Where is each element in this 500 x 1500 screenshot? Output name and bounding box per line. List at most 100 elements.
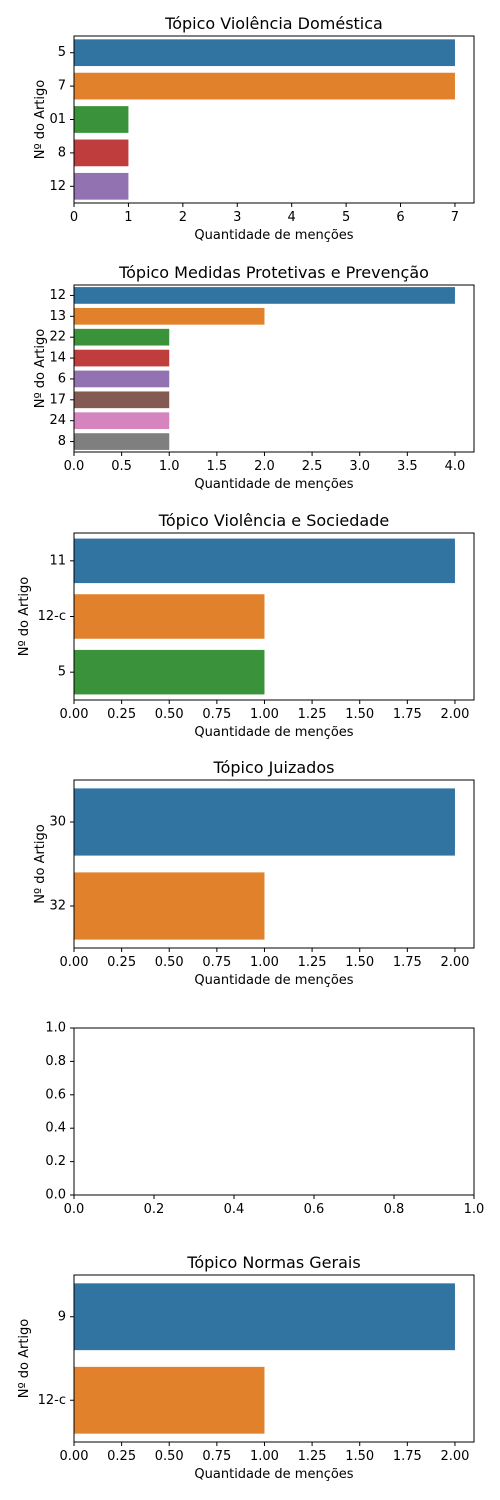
x-tick-label: 0.00 (60, 1449, 89, 1464)
bar (74, 594, 265, 639)
plot-frame (73, 284, 475, 453)
x-tick-label: 0.0 (64, 459, 85, 474)
bar (74, 139, 129, 167)
chart-panel: 0.0 0.2 0.4 0.6 0.8 1.0 0.0 0.2 0.4 0.6 0.8 1.0 (45, 1021, 484, 1218)
x-tick-label: 0.00 (60, 955, 89, 970)
y-tick-label: 12-c (38, 609, 66, 624)
bar (74, 433, 170, 450)
y-tick-label: 24 (49, 413, 66, 428)
chart-title: Tópico Normas Gerais (186, 1253, 360, 1272)
x-tick-label: 1 (124, 210, 132, 225)
x-tick-label: 2.5 (302, 459, 323, 474)
x-tick-label: 0.8 (384, 1202, 405, 1217)
bar (74, 349, 170, 367)
x-tick-label: 0.50 (155, 955, 184, 970)
x-tick-label: 0.50 (155, 707, 184, 722)
x-tick-label: 0.75 (202, 1449, 231, 1464)
plot-frame (73, 779, 475, 949)
y-axis-label: Nº do Artigo (33, 329, 48, 409)
x-tick-label: 0.5 (111, 459, 132, 474)
y-axis-label: Nº do Artigo (33, 824, 48, 904)
x-tick-label: 2.00 (440, 1449, 469, 1464)
y-tick-label: 14 (49, 351, 66, 366)
x-tick-label: 1.0 (464, 1202, 485, 1217)
chart-panel: 9 12-c 0.00 0.25 0.50 0.75 1.00 1.25 1.50 1.75 2.0… (17, 1253, 475, 1482)
chart-title: Tópico Violência Doméstica (164, 14, 383, 33)
chart-title: Tópico Juizados (213, 758, 335, 777)
bar (74, 1366, 265, 1434)
y-tick-label: 0.6 (45, 1087, 66, 1102)
x-tick-label: 1.75 (393, 707, 422, 722)
plot-frame (73, 532, 475, 701)
y-tick-label: 6 (58, 371, 66, 386)
bar (74, 538, 455, 584)
bar (74, 72, 455, 100)
chart-panel: 12 13 22 14 6 17 24 8 0.0 0.5 1.0 1.5 2.0 2.5 3.0 3.5 4.… (33, 263, 475, 492)
y-tick-label: 0.0 (45, 1188, 66, 1203)
x-tick-label: 0.25 (107, 707, 136, 722)
y-tick-label: 9 (58, 1309, 66, 1324)
y-tick-label: 12-c (38, 1393, 66, 1408)
x-tick-label: 1.50 (345, 955, 374, 970)
bar (74, 412, 170, 430)
x-tick-label: 1.75 (393, 955, 422, 970)
y-axis-label: Nº do Artigo (33, 80, 48, 160)
x-tick-label: 1.00 (250, 707, 279, 722)
x-tick-label: 0.4 (224, 1202, 245, 1217)
chart-title: Tópico Violência e Sociedade (158, 511, 389, 530)
x-tick-label: 1.00 (250, 1449, 279, 1464)
x-tick-label: 1.25 (298, 1449, 327, 1464)
x-tick-label: 1.00 (250, 955, 279, 970)
x-tick-label: 7 (451, 210, 459, 225)
bar (74, 872, 265, 940)
x-tick-label: 2.00 (440, 955, 469, 970)
bar (74, 649, 265, 695)
x-tick-label: 4.0 (445, 459, 466, 474)
bar (74, 788, 455, 856)
bar (74, 172, 129, 200)
x-tick-label: 1.75 (393, 1449, 422, 1464)
bar (74, 391, 170, 409)
x-tick-label: 0.75 (202, 707, 231, 722)
x-tick-label: 1.25 (298, 955, 327, 970)
y-tick-label: 7 (58, 79, 66, 94)
x-tick-label: 1.50 (345, 1449, 374, 1464)
y-tick-label: 13 (49, 309, 66, 324)
y-tick-label: 8 (58, 145, 66, 160)
y-tick-label: 0.4 (45, 1121, 66, 1136)
bar (74, 370, 170, 388)
bar (74, 287, 455, 304)
y-tick-label: 30 (49, 815, 66, 830)
y-axis-label: Nº do Artigo (17, 577, 32, 657)
x-tick-label: 6 (396, 210, 404, 225)
x-axis-label: Quantidade de menções (194, 725, 353, 740)
bar (74, 307, 265, 325)
x-tick-label: 5 (342, 210, 350, 225)
x-tick-label: 0.25 (107, 1449, 136, 1464)
plot-frame (73, 1274, 475, 1443)
x-tick-label: 3.0 (349, 459, 370, 474)
bar (74, 39, 455, 67)
y-tick-label: 01 (49, 112, 66, 127)
plot-frame (73, 1027, 475, 1196)
chart-panel: 30 32 0.00 0.25 0.50 0.75 1.00 1.25 1.50 1.75 2.00… (33, 758, 475, 988)
x-tick-label: 0.2 (144, 1202, 165, 1217)
bar (74, 106, 129, 133)
x-axis-label: Quantidade de menções (194, 973, 353, 988)
x-tick-label: 2 (179, 210, 187, 225)
x-tick-label: 2.0 (254, 459, 275, 474)
x-tick-label: 0 (70, 210, 78, 225)
x-tick-label: 0.00 (60, 707, 89, 722)
x-tick-label: 2.00 (440, 707, 469, 722)
y-tick-label: 5 (58, 665, 66, 680)
y-tick-label: 12 (49, 179, 66, 194)
y-tick-label: 1.0 (45, 1021, 66, 1036)
x-tick-label: 0.50 (155, 1449, 184, 1464)
x-tick-label: 0.75 (202, 955, 231, 970)
x-tick-label: 3.5 (397, 459, 418, 474)
y-axis-label: Nº do Artigo (17, 1319, 32, 1399)
x-tick-label: 1.25 (298, 707, 327, 722)
x-tick-label: 3 (233, 210, 241, 225)
